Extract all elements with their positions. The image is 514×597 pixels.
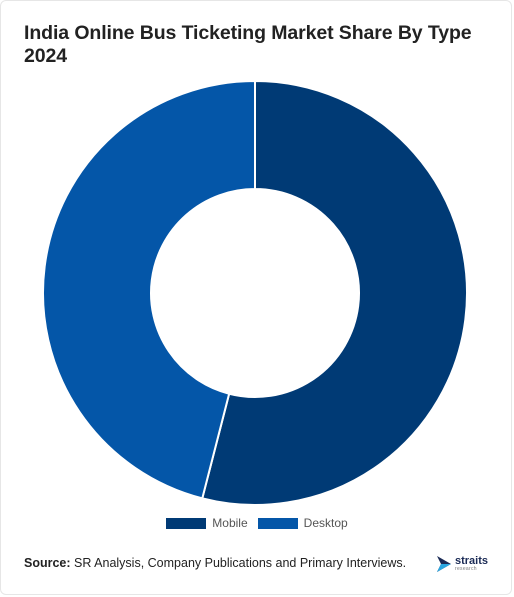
source-label: Source: — [24, 556, 71, 570]
legend: Mobile Desktop — [0, 516, 514, 530]
logo-word: straits — [455, 555, 489, 567]
logo-arrow-icon — [437, 556, 451, 572]
legend-swatch-desktop — [257, 517, 298, 529]
source-text: SR Analysis, Company Publications and Pr… — [70, 556, 407, 570]
legend-label-mobile: Mobile — [212, 516, 248, 530]
donut-slice-mobile[interactable] — [201, 79, 468, 506]
logo-sub: research — [455, 566, 477, 572]
legend-item-desktop[interactable]: Desktop — [257, 516, 348, 530]
legend-swatch-mobile — [166, 517, 207, 529]
donut-slice-desktop[interactable] — [42, 79, 256, 500]
legend-item-mobile[interactable]: Mobile — [166, 516, 248, 530]
chart-title: India Online Bus Ticketing Market Share … — [24, 22, 472, 67]
straits-logo: straits research — [436, 551, 496, 577]
source-note: Source: SR Analysis, Company Publication… — [24, 556, 406, 570]
legend-label-desktop: Desktop — [303, 516, 348, 530]
